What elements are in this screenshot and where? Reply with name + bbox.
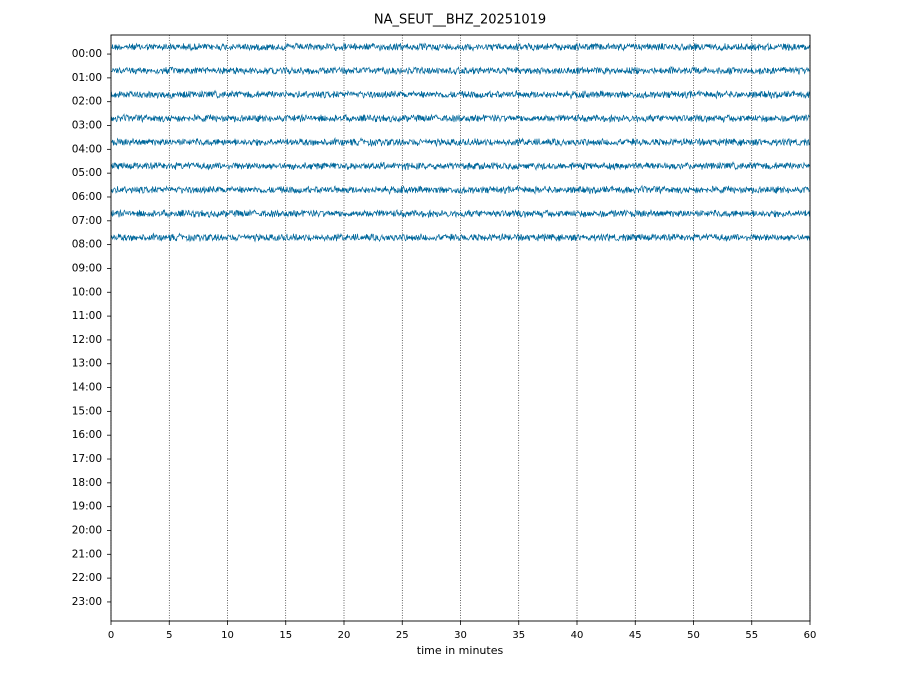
trace: [110, 208, 811, 219]
y-tick-label: 14:00: [72, 382, 102, 394]
trace: [110, 184, 811, 196]
x-tick-label: 45: [629, 630, 642, 641]
y-tick-label: 00:00: [72, 48, 102, 60]
trace: [110, 113, 811, 124]
y-tick-label: 20:00: [72, 524, 102, 536]
x-tick-label: 60: [804, 630, 817, 641]
trace: [110, 137, 811, 148]
y-tick-label: 21:00: [72, 548, 102, 560]
y-tick-label: 08:00: [72, 239, 102, 251]
y-tick-label: 10:00: [72, 286, 102, 298]
trace: [110, 161, 811, 171]
trace: [110, 232, 811, 243]
trace: [110, 42, 811, 52]
x-tick-label: 30: [454, 630, 467, 641]
x-tick-label: 55: [745, 630, 758, 641]
y-tick-label: 19:00: [72, 501, 102, 513]
y-tick-label: 13:00: [72, 358, 102, 370]
y-tick-label: 02:00: [72, 96, 102, 108]
y-tick-label: 16:00: [72, 429, 102, 441]
x-tick-label: 40: [571, 630, 584, 641]
x-tick-label: 50: [687, 630, 700, 641]
chart-title: NA_SEUT__BHZ_20251019: [374, 13, 546, 28]
y-tick-label: 04:00: [72, 143, 102, 155]
y-tick-label: 03:00: [72, 120, 102, 132]
x-tick-label: 5: [166, 630, 172, 641]
x-tick-label: 25: [396, 630, 409, 641]
y-tick-label: 07:00: [72, 215, 102, 227]
y-tick-label: 11:00: [72, 310, 102, 322]
y-tick-label: 22:00: [72, 572, 102, 584]
y-tick-label: 23:00: [72, 596, 102, 608]
x-tick-label: 15: [279, 630, 292, 641]
x-tick-label: 20: [338, 630, 351, 641]
x-tick-label: 35: [512, 630, 525, 641]
x-axis-label: time in minutes: [417, 644, 504, 657]
trace: [110, 89, 811, 100]
y-tick-label: 15:00: [72, 405, 102, 417]
y-tick-label: 18:00: [72, 477, 102, 489]
y-tick-label: 06:00: [72, 191, 102, 203]
plot-frame: [110, 34, 811, 622]
y-tick-label: 12:00: [72, 334, 102, 346]
y-tick-label: 05:00: [72, 167, 102, 179]
trace: [110, 65, 811, 76]
y-tick-label: 09:00: [72, 262, 102, 274]
x-tick-label: 10: [221, 630, 234, 641]
y-tick-label: 17:00: [72, 453, 102, 465]
x-tick-label: 0: [108, 630, 114, 641]
y-tick-label: 01:00: [72, 72, 102, 84]
